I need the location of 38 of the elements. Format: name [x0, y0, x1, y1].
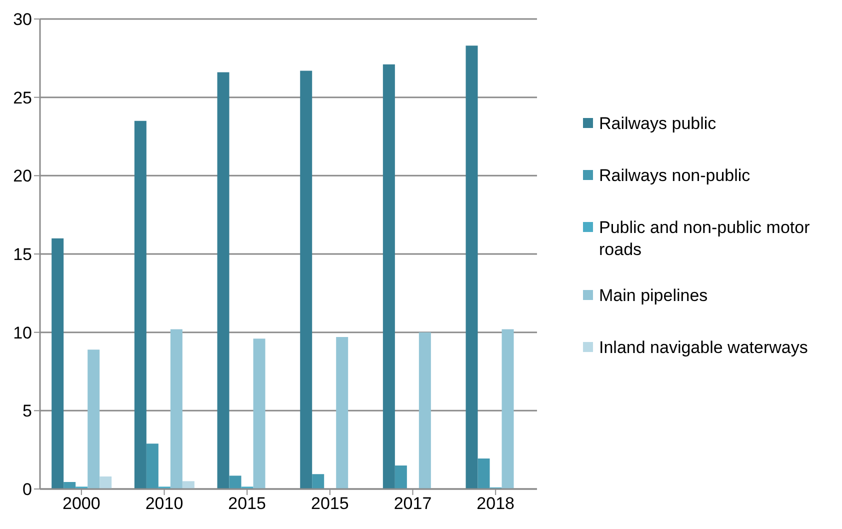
bar	[170, 329, 182, 489]
bar	[52, 238, 64, 489]
x-tick-label: 2015	[228, 494, 266, 514]
bar	[217, 72, 230, 489]
legend-label: Main pipelines	[599, 285, 708, 307]
y-tick-label: 10	[13, 323, 32, 342]
bar	[478, 458, 490, 489]
x-tick-label: 2000	[62, 494, 100, 514]
x-tick-label: 2010	[145, 494, 184, 514]
x-tick-label: 2015	[311, 494, 349, 514]
bar	[418, 332, 431, 489]
bar	[300, 70, 312, 489]
bar	[146, 444, 158, 489]
legend-label: Inland navigable waterways	[599, 337, 808, 359]
bar	[312, 474, 324, 489]
y-tick-label: 5	[22, 402, 32, 421]
legend-label: Railways public	[599, 113, 716, 135]
y-tick-label: 20	[13, 166, 32, 186]
y-tick-label: 30	[13, 10, 32, 30]
bar	[64, 482, 76, 489]
bar	[382, 64, 395, 489]
x-tick-label: 2018	[476, 494, 514, 514]
bar	[182, 481, 194, 489]
bar	[336, 337, 348, 489]
bar	[502, 329, 514, 489]
bar	[88, 350, 100, 489]
legend-label: Railways non-public	[599, 165, 750, 187]
legend-label: Public and non-public motor roads	[599, 217, 811, 261]
y-tick-label: 15	[13, 245, 32, 264]
bar	[466, 46, 478, 489]
y-tick-label: 25	[13, 88, 32, 108]
bar	[134, 120, 146, 489]
x-tick-label: 2017	[394, 494, 432, 514]
bar	[394, 466, 407, 489]
y-tick-label: 0	[22, 480, 32, 500]
bar	[229, 476, 242, 489]
bar	[100, 476, 112, 489]
bar	[253, 338, 266, 489]
